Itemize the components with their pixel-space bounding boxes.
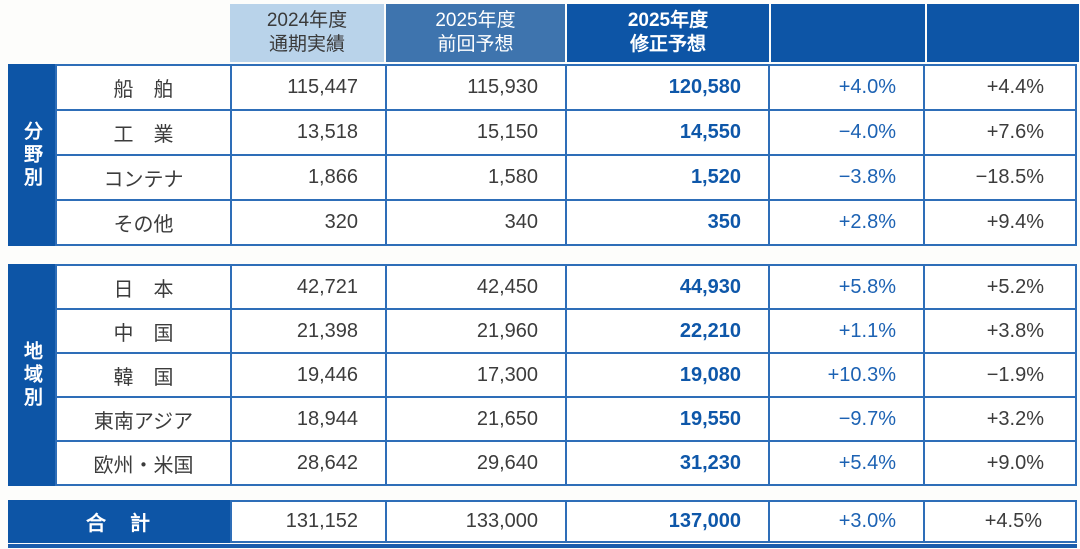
table-row: 船 舶 115,447 115,930 120,580 +4.0% +4.4% <box>57 66 1075 109</box>
prev-forecast-value: 115,930 <box>385 66 565 109</box>
pct-vs-year: +4.4% <box>923 66 1071 109</box>
table-row: 工 業 13,518 15,150 14,550 −4.0% +7.6% <box>57 109 1075 154</box>
pct-vs-year: −18.5% <box>923 156 1071 199</box>
prev-forecast-value: 340 <box>385 201 565 244</box>
table-row: 欧州・米国 28,642 29,640 31,230 +5.4% +9.0% <box>57 440 1075 484</box>
row-label: 韓 国 <box>113 366 174 389</box>
row-label: コンテナ <box>103 169 184 191</box>
revised-forecast-value: 44,930 <box>565 266 768 308</box>
actual-value: 28,642 <box>230 442 385 484</box>
pct-vs-prev: +10.3% <box>768 354 923 396</box>
pct-vs-year: +3.2% <box>923 398 1071 440</box>
pct-vs-year: −1.9% <box>923 354 1071 396</box>
total-revised-forecast-value: 137,000 <box>565 502 768 541</box>
revised-forecast-value: 19,550 <box>565 398 768 440</box>
total-pct-vs-prev: +3.0% <box>768 502 923 541</box>
revised-forecast-value: 120,580 <box>565 66 768 109</box>
actual-value: 13,518 <box>230 111 385 154</box>
pct-vs-prev: −4.0% <box>768 111 923 154</box>
row-label: その他 <box>113 214 174 236</box>
total-pct-vs-year: +4.5% <box>923 502 1069 541</box>
pct-vs-year: +9.0% <box>923 442 1071 484</box>
table-row: 東南アジア 18,944 21,650 19,550 −9.7% +3.2% <box>57 396 1075 440</box>
prev-forecast-value: 29,640 <box>385 442 565 484</box>
table-row: コンテナ 1,866 1,580 1,520 −3.8% −18.5% <box>57 154 1075 199</box>
section-by-region: 地域別 日 本 42,721 42,450 44,930 +5.8% +5.2%… <box>8 264 1077 486</box>
bottom-accent-line <box>8 544 1077 548</box>
pct-vs-prev: −3.8% <box>768 156 923 199</box>
revised-forecast-value: 14,550 <box>565 111 768 154</box>
actual-value: 115,447 <box>230 66 385 109</box>
pct-vs-prev: +2.8% <box>768 201 923 244</box>
pct-vs-year: +7.6% <box>923 111 1071 154</box>
prev-forecast-value: 17,300 <box>385 354 565 396</box>
pct-vs-prev: +5.8% <box>768 266 923 308</box>
total-cells: 131,152 133,000 137,000 +3.0% +4.5% <box>230 500 1077 543</box>
header-spacer <box>8 4 228 62</box>
prev-forecast-value: 21,650 <box>385 398 565 440</box>
table-row: 日 本 42,721 42,450 44,930 +5.8% +5.2% <box>57 266 1075 308</box>
section-band-sector: 分野別 <box>8 64 55 246</box>
region-rows: 日 本 42,721 42,450 44,930 +5.8% +5.2% 中 国… <box>55 264 1077 486</box>
revised-forecast-value: 19,080 <box>565 354 768 396</box>
pct-vs-prev: +1.1% <box>768 310 923 352</box>
table-row: 韓 国 19,446 17,300 19,080 +10.3% −1.9% <box>57 352 1075 396</box>
header-actual-2024: 2024年度 通期実績 <box>230 4 384 62</box>
total-actual-value: 131,152 <box>285 510 358 532</box>
actual-value: 18,944 <box>230 398 385 440</box>
total-prev-forecast-value: 133,000 <box>385 502 565 541</box>
table-row: その他 320 340 350 +2.8% +9.4% <box>57 199 1075 244</box>
header-revised-forecast-2025: 2025年度 修正予想 <box>567 4 769 62</box>
pct-vs-prev: +5.4% <box>768 442 923 484</box>
row-label: 工 業 <box>113 124 174 146</box>
pct-vs-year: +9.4% <box>923 201 1071 244</box>
revised-forecast-value: 31,230 <box>565 442 768 484</box>
header-pct-col-2 <box>927 4 1079 62</box>
row-label: 船 舶 <box>113 79 174 101</box>
prev-forecast-value: 21,960 <box>385 310 565 352</box>
pct-vs-prev: −9.7% <box>768 398 923 440</box>
row-label: 中 国 <box>113 322 174 345</box>
actual-value: 21,398 <box>230 310 385 352</box>
total-row: 合 計 131,152 133,000 137,000 +3.0% +4.5% <box>8 500 1077 543</box>
actual-value: 1,866 <box>230 156 385 199</box>
table-row: 中 国 21,398 21,960 22,210 +1.1% +3.8% <box>57 308 1075 352</box>
pct-vs-year: +5.2% <box>923 266 1071 308</box>
section-by-sector: 分野別 船 舶 115,447 115,930 120,580 +4.0% +4… <box>8 64 1077 246</box>
total-label: 合 計 <box>8 500 230 543</box>
row-label: 日 本 <box>113 278 174 301</box>
sector-rows: 船 舶 115,447 115,930 120,580 +4.0% +4.4% … <box>55 64 1077 246</box>
pct-vs-prev: +4.0% <box>768 66 923 109</box>
row-label: 欧州・米国 <box>93 454 194 477</box>
actual-value: 320 <box>230 201 385 244</box>
table-header-row: 2024年度 通期実績 2025年度 前回予想 2025年度 修正予想 <box>8 4 1079 62</box>
prev-forecast-value: 1,580 <box>385 156 565 199</box>
section-band-region: 地域別 <box>8 264 55 486</box>
prev-forecast-value: 15,150 <box>385 111 565 154</box>
revised-forecast-value: 350 <box>565 201 768 244</box>
pct-vs-year: +3.8% <box>923 310 1071 352</box>
actual-value: 42,721 <box>230 266 385 308</box>
revised-forecast-value: 22,210 <box>565 310 768 352</box>
prev-forecast-value: 42,450 <box>385 266 565 308</box>
actual-value: 19,446 <box>230 354 385 396</box>
revised-forecast-value: 1,520 <box>565 156 768 199</box>
header-pct-col-1 <box>771 4 925 62</box>
row-label: 東南アジア <box>93 410 194 433</box>
header-prev-forecast-2025: 2025年度 前回予想 <box>386 4 565 62</box>
